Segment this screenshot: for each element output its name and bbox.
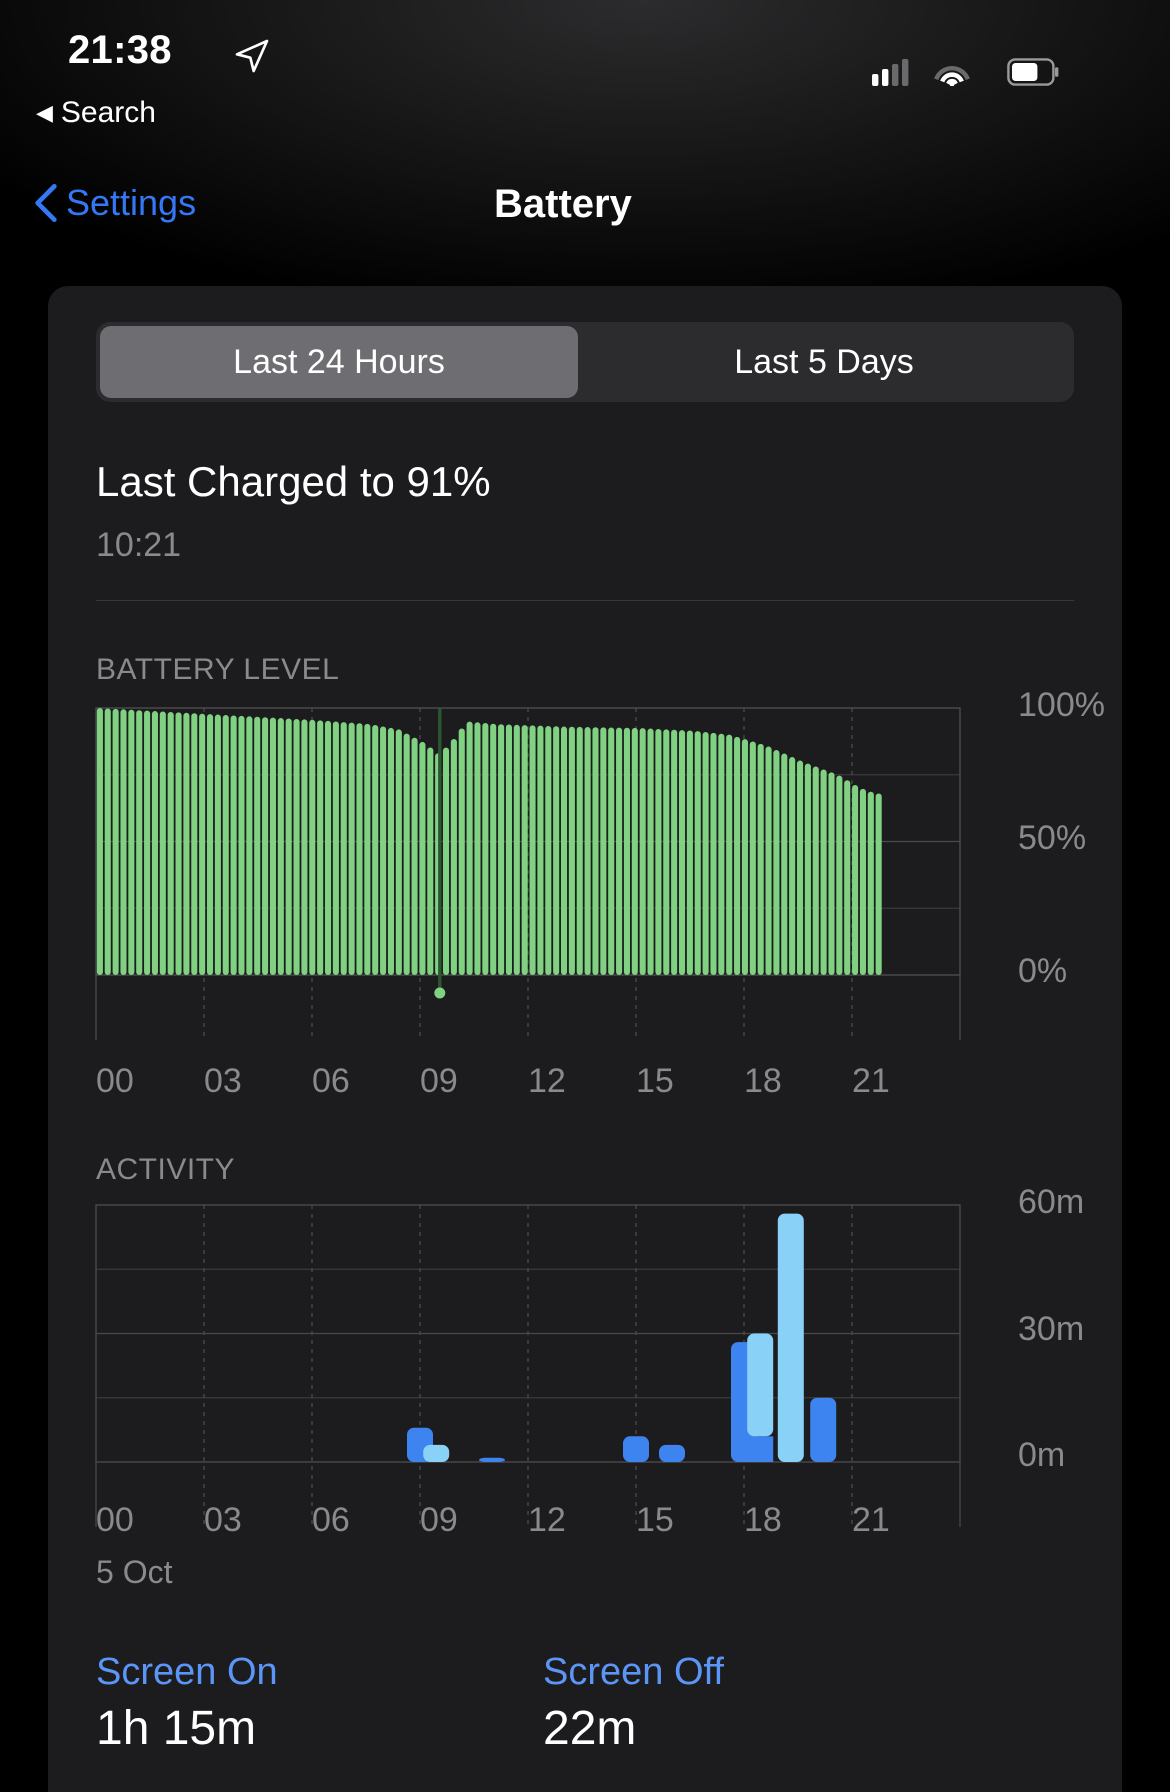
- svg-text:18: 18: [744, 1062, 782, 1100]
- svg-text:03: 03: [204, 1501, 242, 1539]
- svg-text:09: 09: [420, 1062, 458, 1100]
- svg-text:06: 06: [312, 1062, 350, 1100]
- svg-text:21: 21: [852, 1501, 890, 1539]
- svg-text:12: 12: [528, 1062, 566, 1100]
- svg-text:06: 06: [312, 1501, 350, 1539]
- svg-text:15: 15: [636, 1501, 674, 1539]
- svg-text:00: 00: [96, 1501, 134, 1539]
- svg-text:18: 18: [744, 1501, 782, 1539]
- svg-text:15: 15: [636, 1062, 674, 1100]
- svg-text:09: 09: [420, 1501, 458, 1539]
- svg-text:21: 21: [852, 1062, 890, 1100]
- svg-text:03: 03: [204, 1062, 242, 1100]
- svg-text:00: 00: [96, 1062, 134, 1100]
- svg-text:12: 12: [528, 1501, 566, 1539]
- svg-text:5 Oct: 5 Oct: [96, 1554, 173, 1590]
